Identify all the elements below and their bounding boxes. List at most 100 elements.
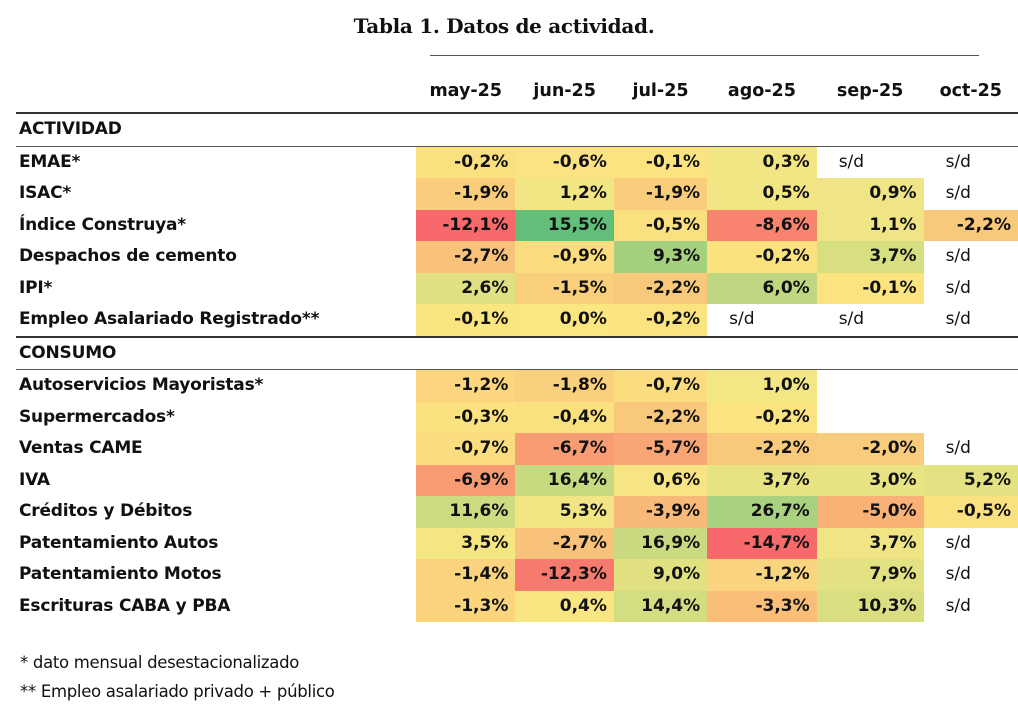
value-cell: -8,6% — [707, 209, 817, 241]
value-cell: 0,0% — [515, 304, 614, 338]
section-spacer-cell — [923, 113, 1018, 147]
no-data-cell: s/d — [838, 151, 865, 172]
empty-cell — [924, 402, 1018, 434]
no-data-cell: s/d — [945, 183, 971, 203]
value-cell: -1,2% — [707, 559, 817, 591]
table-row: IVA -6,9% 16,4% 0,6% 3,7% 3,0% 5,2% — [16, 464, 1018, 496]
row-label: Supermercados* — [19, 406, 175, 427]
value-cell: 3,5% — [416, 527, 516, 559]
no-data-cell: s/d — [945, 151, 971, 172]
section-header-row: CONSUMO — [16, 336, 1018, 370]
section-spacer-cell — [816, 336, 924, 370]
value-cell: 1,0% — [707, 369, 817, 402]
table-title: Tabla 1. Datos de actividad. — [0, 14, 1018, 38]
value-cell: -5,7% — [613, 433, 708, 465]
footnote: ** Empleo asalariado privado + público — [20, 682, 335, 701]
value-cell: 6,0% — [707, 272, 817, 304]
value-cell: -0,1% — [816, 272, 924, 304]
row-label: Despachos de cemento — [19, 246, 237, 266]
value-cell: -2,2% — [923, 209, 1018, 241]
no-data-cell: s/d — [945, 277, 971, 298]
value-cell: -3,3% — [707, 590, 817, 622]
row-label: IPI* — [19, 277, 53, 298]
value-cell: 26,7% — [707, 496, 817, 528]
value-cell: 0,6% — [613, 464, 708, 496]
section-spacer-cell — [707, 336, 817, 370]
value-cell: -2,2% — [613, 272, 708, 304]
value-cell: -14,7% — [707, 527, 817, 559]
table-row: Créditos y Débitos 11,6% 5,3% -3,9% 26,7% -5,… — [16, 496, 1018, 528]
value-cell: 9,3% — [613, 241, 708, 273]
value-cell: 14,4% — [613, 590, 708, 622]
column-header: may-25 — [416, 70, 516, 114]
section-title: CONSUMO — [16, 336, 417, 370]
value-cell: 0,5% — [707, 178, 817, 210]
value-cell: -0,3% — [416, 401, 516, 433]
empty-cell — [817, 370, 924, 402]
value-cell: -0,7% — [416, 433, 516, 465]
value-cell: 3,7% — [816, 527, 924, 559]
section-title: ACTIVIDAD — [16, 113, 417, 147]
value-cell: -1,9% — [613, 178, 708, 210]
value-cell: 0,9% — [816, 178, 924, 210]
row-label: Ventas CAME — [19, 438, 143, 458]
column-header: sep-25 — [816, 70, 924, 114]
column-header: oct-25 — [923, 70, 1018, 114]
column-header: jul-25 — [613, 70, 708, 114]
value-cell: -0,5% — [923, 496, 1018, 528]
value-cell: -0,2% — [707, 241, 817, 273]
value-cell: 11,6% — [416, 496, 516, 528]
no-data-cell: s/d — [945, 532, 971, 553]
value-cell: 0,3% — [707, 146, 817, 178]
value-cell: -0,4% — [515, 401, 614, 433]
header-top-rule — [430, 55, 979, 56]
value-cell: -1,9% — [416, 178, 516, 210]
row-label: Empleo Asalariado Registrado** — [16, 304, 417, 338]
row-label: Índice Construya* — [19, 214, 186, 235]
activity-data-table: may-25 jun-25 jul-25 ago-25 sep-25 oct-2… — [16, 70, 1018, 622]
value-cell: -2,0% — [816, 433, 924, 465]
row-label: Créditos y Débitos — [19, 501, 193, 521]
value-cell: -0,6% — [515, 146, 614, 178]
value-cell: 3,7% — [816, 241, 924, 273]
table-row: IPI* 2,6% -1,5% -2,2% 6,0% -0,1% s/d — [16, 272, 1018, 304]
value-cell: 16,9% — [613, 527, 708, 559]
section-spacer-cell — [515, 113, 614, 147]
section-spacer-cell — [816, 113, 924, 147]
table-row: Patentamiento Autos 3,5% -2,7% 16,9% -14,7% 3… — [16, 527, 1018, 559]
value-cell: -0,2% — [613, 304, 708, 338]
row-label: Patentamiento Autos — [19, 532, 219, 553]
no-data-cell: s/d — [923, 304, 1018, 338]
section-spacer-cell — [923, 336, 1018, 370]
row-label: Patentamiento Motos — [19, 564, 222, 584]
value-cell: -6,9% — [416, 464, 516, 496]
value-cell: -2,2% — [707, 433, 817, 465]
table-title-text: Tabla 1. Datos de actividad. — [353, 14, 655, 38]
empty-cell — [924, 370, 1018, 402]
empty-cell — [817, 402, 924, 434]
no-data-cell: s/d — [707, 304, 817, 338]
row-label: ISAC* — [19, 183, 72, 203]
value-cell: 1,2% — [515, 178, 614, 210]
value-cell: -1,4% — [416, 559, 516, 591]
value-cell: -12,3% — [515, 559, 614, 591]
value-cell: -0,2% — [707, 401, 817, 433]
value-cell: -0,1% — [613, 146, 708, 178]
no-data-cell: s/d — [816, 304, 924, 338]
value-cell: -2,2% — [613, 401, 708, 433]
section-header-row: ACTIVIDAD — [16, 113, 1018, 147]
section-spacer-cell — [515, 336, 614, 370]
row-label: EMAE* — [19, 151, 81, 172]
value-cell: 5,2% — [923, 464, 1018, 496]
value-cell: -12,1% — [416, 209, 516, 241]
value-cell: 1,1% — [816, 209, 924, 241]
row-label: Autoservicios Mayoristas* — [19, 375, 264, 395]
table-row: Índice Construya* -12,1% 15,5% -0,5% -8,6% 1,… — [16, 209, 1018, 241]
table-row: Ventas CAME -0,7% -6,7% -5,7% -2,2% -2,0% s/d — [16, 433, 1018, 465]
no-data-cell: s/d — [945, 564, 971, 584]
no-data-cell: s/d — [945, 595, 971, 616]
no-data-cell: s/d — [945, 246, 971, 266]
row-label: Escrituras CABA y PBA — [19, 595, 231, 616]
value-cell: 5,3% — [515, 496, 614, 528]
value-cell: -1,5% — [515, 272, 614, 304]
